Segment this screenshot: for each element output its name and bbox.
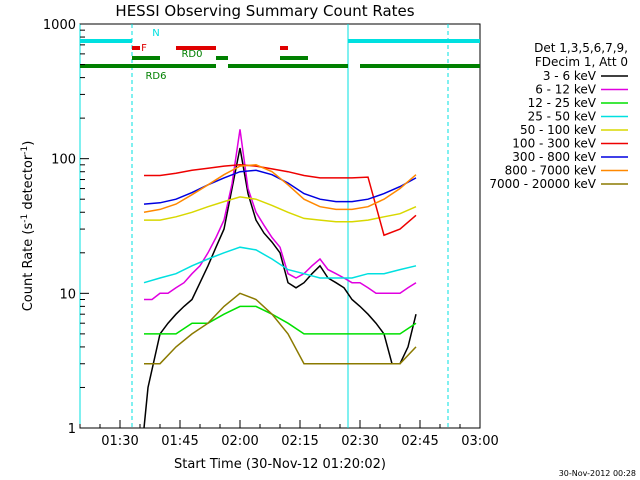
series-line-6 — [144, 164, 417, 237]
y-axis-label-sup2: -1 — [20, 146, 30, 155]
plot-frame — [79, 23, 481, 429]
legend-entry-label: 7000 - 20000 keV — [489, 177, 596, 191]
legend-entry-label: 6 - 12 keV — [535, 83, 597, 97]
chart-title: HESSI Observing Summary Count Rates — [115, 2, 414, 20]
x-axis-ticks: 01:30 01:45 02:00 02:15 02:30 02:45 03:00 — [79, 420, 499, 449]
legend-header-1: Det 1,3,5,6,7,9, — [534, 41, 628, 55]
series-line-8 — [143, 164, 417, 214]
y-axis-ticks: 1 10 100 1000 — [43, 18, 89, 437]
footer-stamp: 30-Nov-2012 00:28 — [559, 469, 636, 478]
y-axis-label-main: Count Rate (s — [21, 223, 36, 312]
series-line-5 — [144, 196, 417, 223]
x-tick-label: 02:30 — [341, 434, 378, 449]
y-axis-label-mid: detector — [21, 154, 36, 214]
x-tick-label: 01:30 — [101, 434, 138, 449]
series-line-4 — [143, 246, 417, 284]
flag-label-rd6: RD6 — [145, 71, 166, 82]
y-tick-label: 1000 — [43, 18, 76, 33]
x-tick-label: 01:45 — [161, 434, 198, 449]
series-line-9 — [144, 292, 417, 365]
x-tick-label: 02:15 — [281, 434, 318, 449]
legend-entry-label: 50 - 100 keV — [520, 123, 597, 137]
series-line-1 — [143, 147, 417, 429]
x-tick-label: 03:00 — [461, 434, 498, 449]
x-tick-label: 02:45 — [401, 434, 438, 449]
y-axis-label-end: ) — [21, 141, 36, 146]
vertical-markers — [79, 24, 449, 428]
y-tick-label: 100 — [51, 153, 76, 168]
series-lines — [143, 129, 417, 429]
legend-entry-label: 300 - 800 keV — [512, 150, 596, 164]
flag-bars: NF RD0 RD6 — [80, 28, 480, 82]
y-axis-label-sup1: -1 — [20, 214, 30, 223]
x-tick-label: 02:00 — [221, 434, 258, 449]
legend-entry-label: 3 - 6 keV — [543, 69, 597, 83]
flag-label-rd0: RD0 — [181, 49, 202, 60]
y-axis-label: Count Rate (s-1 detector-1) — [20, 141, 36, 312]
y-tick-label: 1 — [68, 422, 76, 437]
legend-entry-label: 800 - 7000 keV — [505, 164, 597, 178]
legend-entry-label: 100 - 300 keV — [512, 137, 596, 151]
series-line-3 — [144, 305, 417, 335]
x-axis-label: Start Time (30-Nov-12 01:20:02) — [174, 457, 386, 472]
legend: Det 1,3,5,6,7,9, FDecim 1, Att 0 3 - 6 k… — [489, 41, 628, 191]
flag-label-n: N — [152, 28, 159, 39]
legend-entry-label: 12 - 25 keV — [528, 96, 597, 110]
series-line-2 — [144, 129, 417, 301]
y-tick-label: 10 — [59, 287, 76, 302]
flag-label-f: F — [141, 43, 147, 54]
legend-entry-label: 25 - 50 keV — [528, 110, 597, 124]
legend-header-2: FDecim 1, Att 0 — [535, 55, 628, 69]
